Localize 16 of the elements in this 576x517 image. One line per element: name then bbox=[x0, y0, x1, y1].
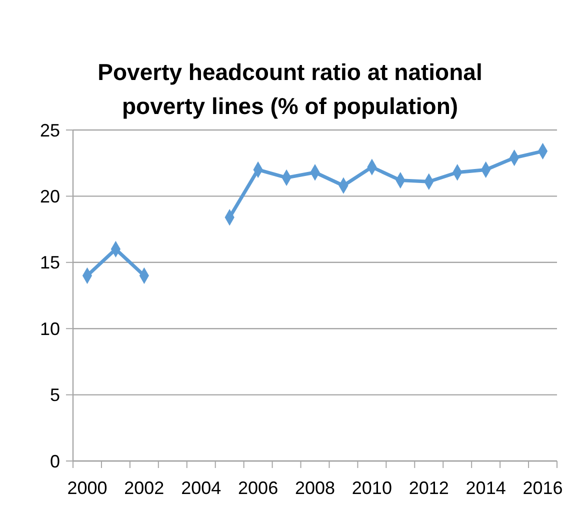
y-tick-label: 5 bbox=[50, 385, 60, 406]
y-tick-label: 10 bbox=[40, 318, 60, 339]
y-tick-label: 15 bbox=[40, 252, 60, 273]
x-tick-label: 2014 bbox=[466, 478, 506, 498]
x-tick-label: 2010 bbox=[352, 478, 392, 498]
x-tick-label: 2002 bbox=[124, 478, 164, 498]
x-tick-label: 2016 bbox=[522, 478, 563, 498]
y-tick-label: 25 bbox=[40, 120, 60, 140]
x-tick-label: 2008 bbox=[294, 478, 336, 498]
y-tick-label: 20 bbox=[40, 186, 60, 206]
chart-title: Poverty headcount ratio at national poverty lines (% of population) bbox=[98, 59, 482, 119]
x-tick-label: 2000 bbox=[67, 478, 108, 498]
y-tick-label: 0 bbox=[50, 451, 60, 472]
x-tick-label: 2004 bbox=[181, 478, 222, 498]
x-tick-label: 2012 bbox=[408, 478, 449, 498]
x-tick-label: 2006 bbox=[238, 478, 278, 498]
